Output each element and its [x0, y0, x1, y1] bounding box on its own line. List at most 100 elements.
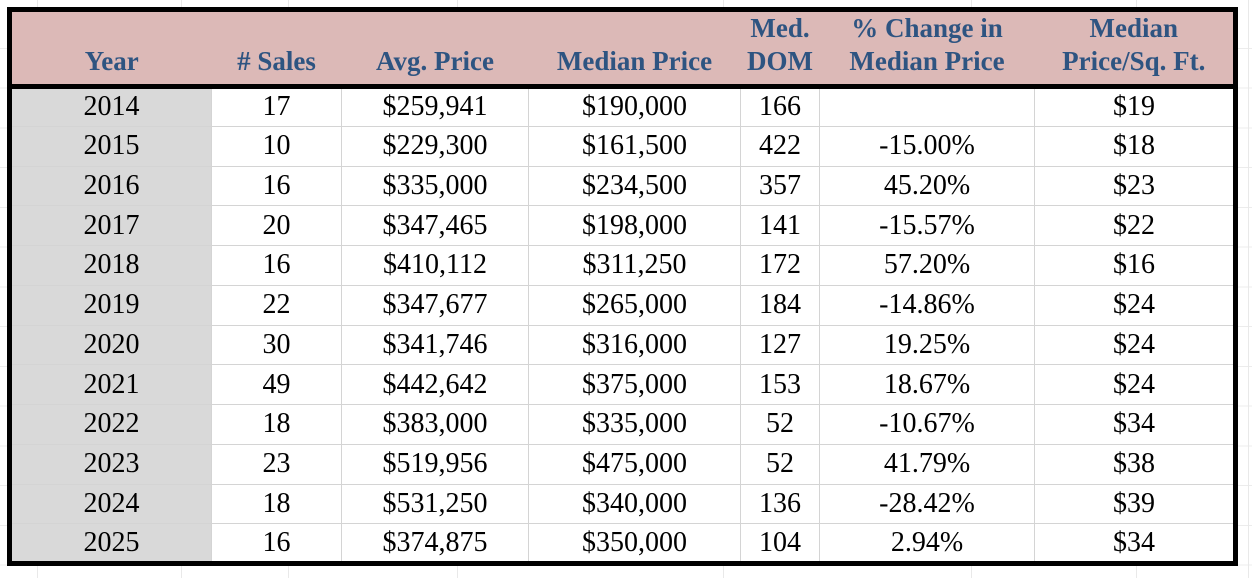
cell-med-dom[interactable]: 184: [740, 285, 820, 326]
column-header-median-price-line2: Median Price: [556, 46, 713, 76]
table-header-row: Year # Sales Avg. Price Median Price Med. DOM…: [9, 9, 1236, 89]
cell-median-price[interactable]: $316,000: [528, 325, 741, 366]
cell-year[interactable]: 2014: [9, 86, 212, 127]
cell-avg-price[interactable]: $442,642: [341, 364, 529, 405]
cell-price-sqft[interactable]: $38: [1034, 444, 1236, 485]
cell-price-sqft[interactable]: $39: [1034, 484, 1236, 525]
cell-pct-change[interactable]: -14.86%: [819, 285, 1035, 326]
cell-med-dom[interactable]: 422: [740, 126, 820, 167]
cell-year[interactable]: 2016: [9, 166, 212, 207]
cell-pct-change[interactable]: 45.20%: [819, 166, 1035, 207]
column-header-med-dom-line1: Med.: [750, 13, 810, 43]
cell-avg-price[interactable]: $519,956: [341, 444, 529, 485]
column-header-avg-price[interactable]: Avg. Price: [341, 9, 529, 89]
cell-median-price[interactable]: $190,000: [528, 86, 741, 127]
cell-price-sqft[interactable]: $34: [1113, 526, 1155, 558]
cell-pct-change[interactable]: 41.79%: [819, 444, 1035, 485]
cell-med-dom[interactable]: 166: [740, 86, 820, 127]
cell-med-dom[interactable]: 52: [740, 444, 820, 485]
cell-median-price[interactable]: $375,000: [528, 364, 741, 405]
cell-sales[interactable]: 16: [211, 523, 342, 564]
cell-pct-change[interactable]: 57.20%: [819, 245, 1035, 286]
cell-sales[interactable]: 16: [211, 166, 342, 207]
cell-avg-price[interactable]: $410,112: [341, 245, 529, 286]
cell-med-dom[interactable]: 357: [740, 166, 820, 207]
cell-sales[interactable]: 18: [211, 404, 342, 445]
cell-price-sqft[interactable]: $23: [1034, 166, 1236, 207]
column-header-median-price[interactable]: Median Price: [528, 9, 741, 89]
cell-sales[interactable]: 23: [211, 444, 342, 485]
cell-med-dom[interactable]: 172: [740, 245, 820, 286]
cell-median-price[interactable]: $311,250: [528, 245, 741, 286]
cell-median-price[interactable]: $198,000: [528, 205, 741, 246]
cell-pct-change[interactable]: 19.25%: [819, 325, 1035, 366]
cell-avg-price[interactable]: $374,875: [341, 523, 529, 564]
cell-pct-change[interactable]: 18.67%: [819, 364, 1035, 405]
cell-year[interactable]: 2022: [9, 404, 212, 445]
cell-avg-price[interactable]: $341,746: [341, 325, 529, 366]
table-row: 2022 18 $383,000 $335,000 52 -10.67% $34: [9, 404, 1236, 445]
cell-med-dom[interactable]: 141: [740, 205, 820, 246]
cell-pct-change[interactable]: 2.94%: [819, 523, 1035, 564]
cell-pct-change[interactable]: [819, 86, 1035, 127]
cell-year[interactable]: 2023: [9, 444, 212, 485]
cell-avg-price[interactable]: $347,677: [341, 285, 529, 326]
cell-price-sqft[interactable]: $18: [1034, 126, 1236, 167]
cell-pct-change[interactable]: -10.67%: [819, 404, 1035, 445]
table-row: 2016 16 $335,000 $234,500 357 45.20% $23: [9, 166, 1236, 207]
cell-median-price[interactable]: $161,500: [528, 126, 741, 167]
cell-price-sqft[interactable]: $22: [1034, 205, 1236, 246]
cell-med-dom[interactable]: 153: [740, 364, 820, 405]
cell-year[interactable]: 2024: [9, 484, 212, 525]
cell-sales[interactable]: 18: [211, 484, 342, 525]
cell-sales[interactable]: 22: [211, 285, 342, 326]
cell-avg-price[interactable]: $531,250: [341, 484, 529, 525]
column-header-med-dom[interactable]: Med. DOM: [740, 9, 820, 89]
column-header-year[interactable]: Year: [9, 9, 212, 89]
cell-sales[interactable]: 30: [211, 325, 342, 366]
cell-pct-change[interactable]: -15.57%: [819, 205, 1035, 246]
table-row: 2024 18 $531,250 $340,000 136 -28.42% $39: [9, 484, 1236, 525]
cell-sales[interactable]: 17: [211, 86, 342, 127]
cell-med-dom[interactable]: 127: [740, 325, 820, 366]
cell-median-price[interactable]: $350,000: [528, 523, 741, 564]
cell-year[interactable]: 2015: [9, 126, 212, 167]
cell-sales[interactable]: 49: [211, 364, 342, 405]
column-header-price-sqft-line1: Median: [1089, 13, 1178, 43]
cell-price-sqft[interactable]: $24: [1034, 325, 1236, 366]
cell-avg-price[interactable]: $335,000: [341, 166, 529, 207]
cell-year[interactable]: 2025: [9, 523, 212, 564]
cell-year[interactable]: 2021: [9, 364, 212, 405]
cell-price-sqft[interactable]: $34: [1034, 404, 1236, 445]
cell-median-price[interactable]: $234,500: [528, 166, 741, 207]
column-header-avg-price-line2: Avg. Price: [376, 46, 494, 76]
cell-med-dom[interactable]: 104: [740, 523, 820, 564]
cell-avg-price[interactable]: $229,300: [341, 126, 529, 167]
cell-median-price[interactable]: $335,000: [528, 404, 741, 445]
cell-year[interactable]: 2018: [9, 245, 212, 286]
table-body: 2014 17 $259,941 $190,000 166 $19 2015 10 $229,3…: [9, 86, 1236, 564]
cell-price-sqft[interactable]: $19: [1034, 86, 1236, 127]
cell-price-sqft[interactable]: $24: [1034, 364, 1236, 405]
cell-pct-change[interactable]: -28.42%: [819, 484, 1035, 525]
cell-avg-price[interactable]: $259,941: [341, 86, 529, 127]
cell-year[interactable]: 2017: [9, 205, 212, 246]
cell-price-sqft[interactable]: $24: [1034, 285, 1236, 326]
cell-pct-change[interactable]: -15.00%: [819, 126, 1035, 167]
cell-sales[interactable]: 10: [211, 126, 342, 167]
column-header-pct-change[interactable]: % Change in Median Price: [819, 9, 1035, 89]
column-header-price-sqft[interactable]: Median Price/Sq. Ft.: [1034, 9, 1236, 89]
cell-year[interactable]: 2019: [9, 285, 212, 326]
cell-price-sqft[interactable]: $16: [1034, 245, 1236, 286]
cell-sales[interactable]: 16: [211, 245, 342, 286]
cell-med-dom[interactable]: 52: [740, 404, 820, 445]
cell-avg-price[interactable]: $347,465: [341, 205, 529, 246]
cell-year[interactable]: 2020: [9, 325, 212, 366]
cell-median-price[interactable]: $265,000: [528, 285, 741, 326]
cell-med-dom[interactable]: 136: [740, 484, 820, 525]
column-header-sales[interactable]: # Sales: [211, 9, 342, 89]
cell-median-price[interactable]: $340,000: [528, 484, 741, 525]
cell-avg-price[interactable]: $383,000: [341, 404, 529, 445]
cell-sales[interactable]: 20: [211, 205, 342, 246]
cell-median-price[interactable]: $475,000: [528, 444, 741, 485]
